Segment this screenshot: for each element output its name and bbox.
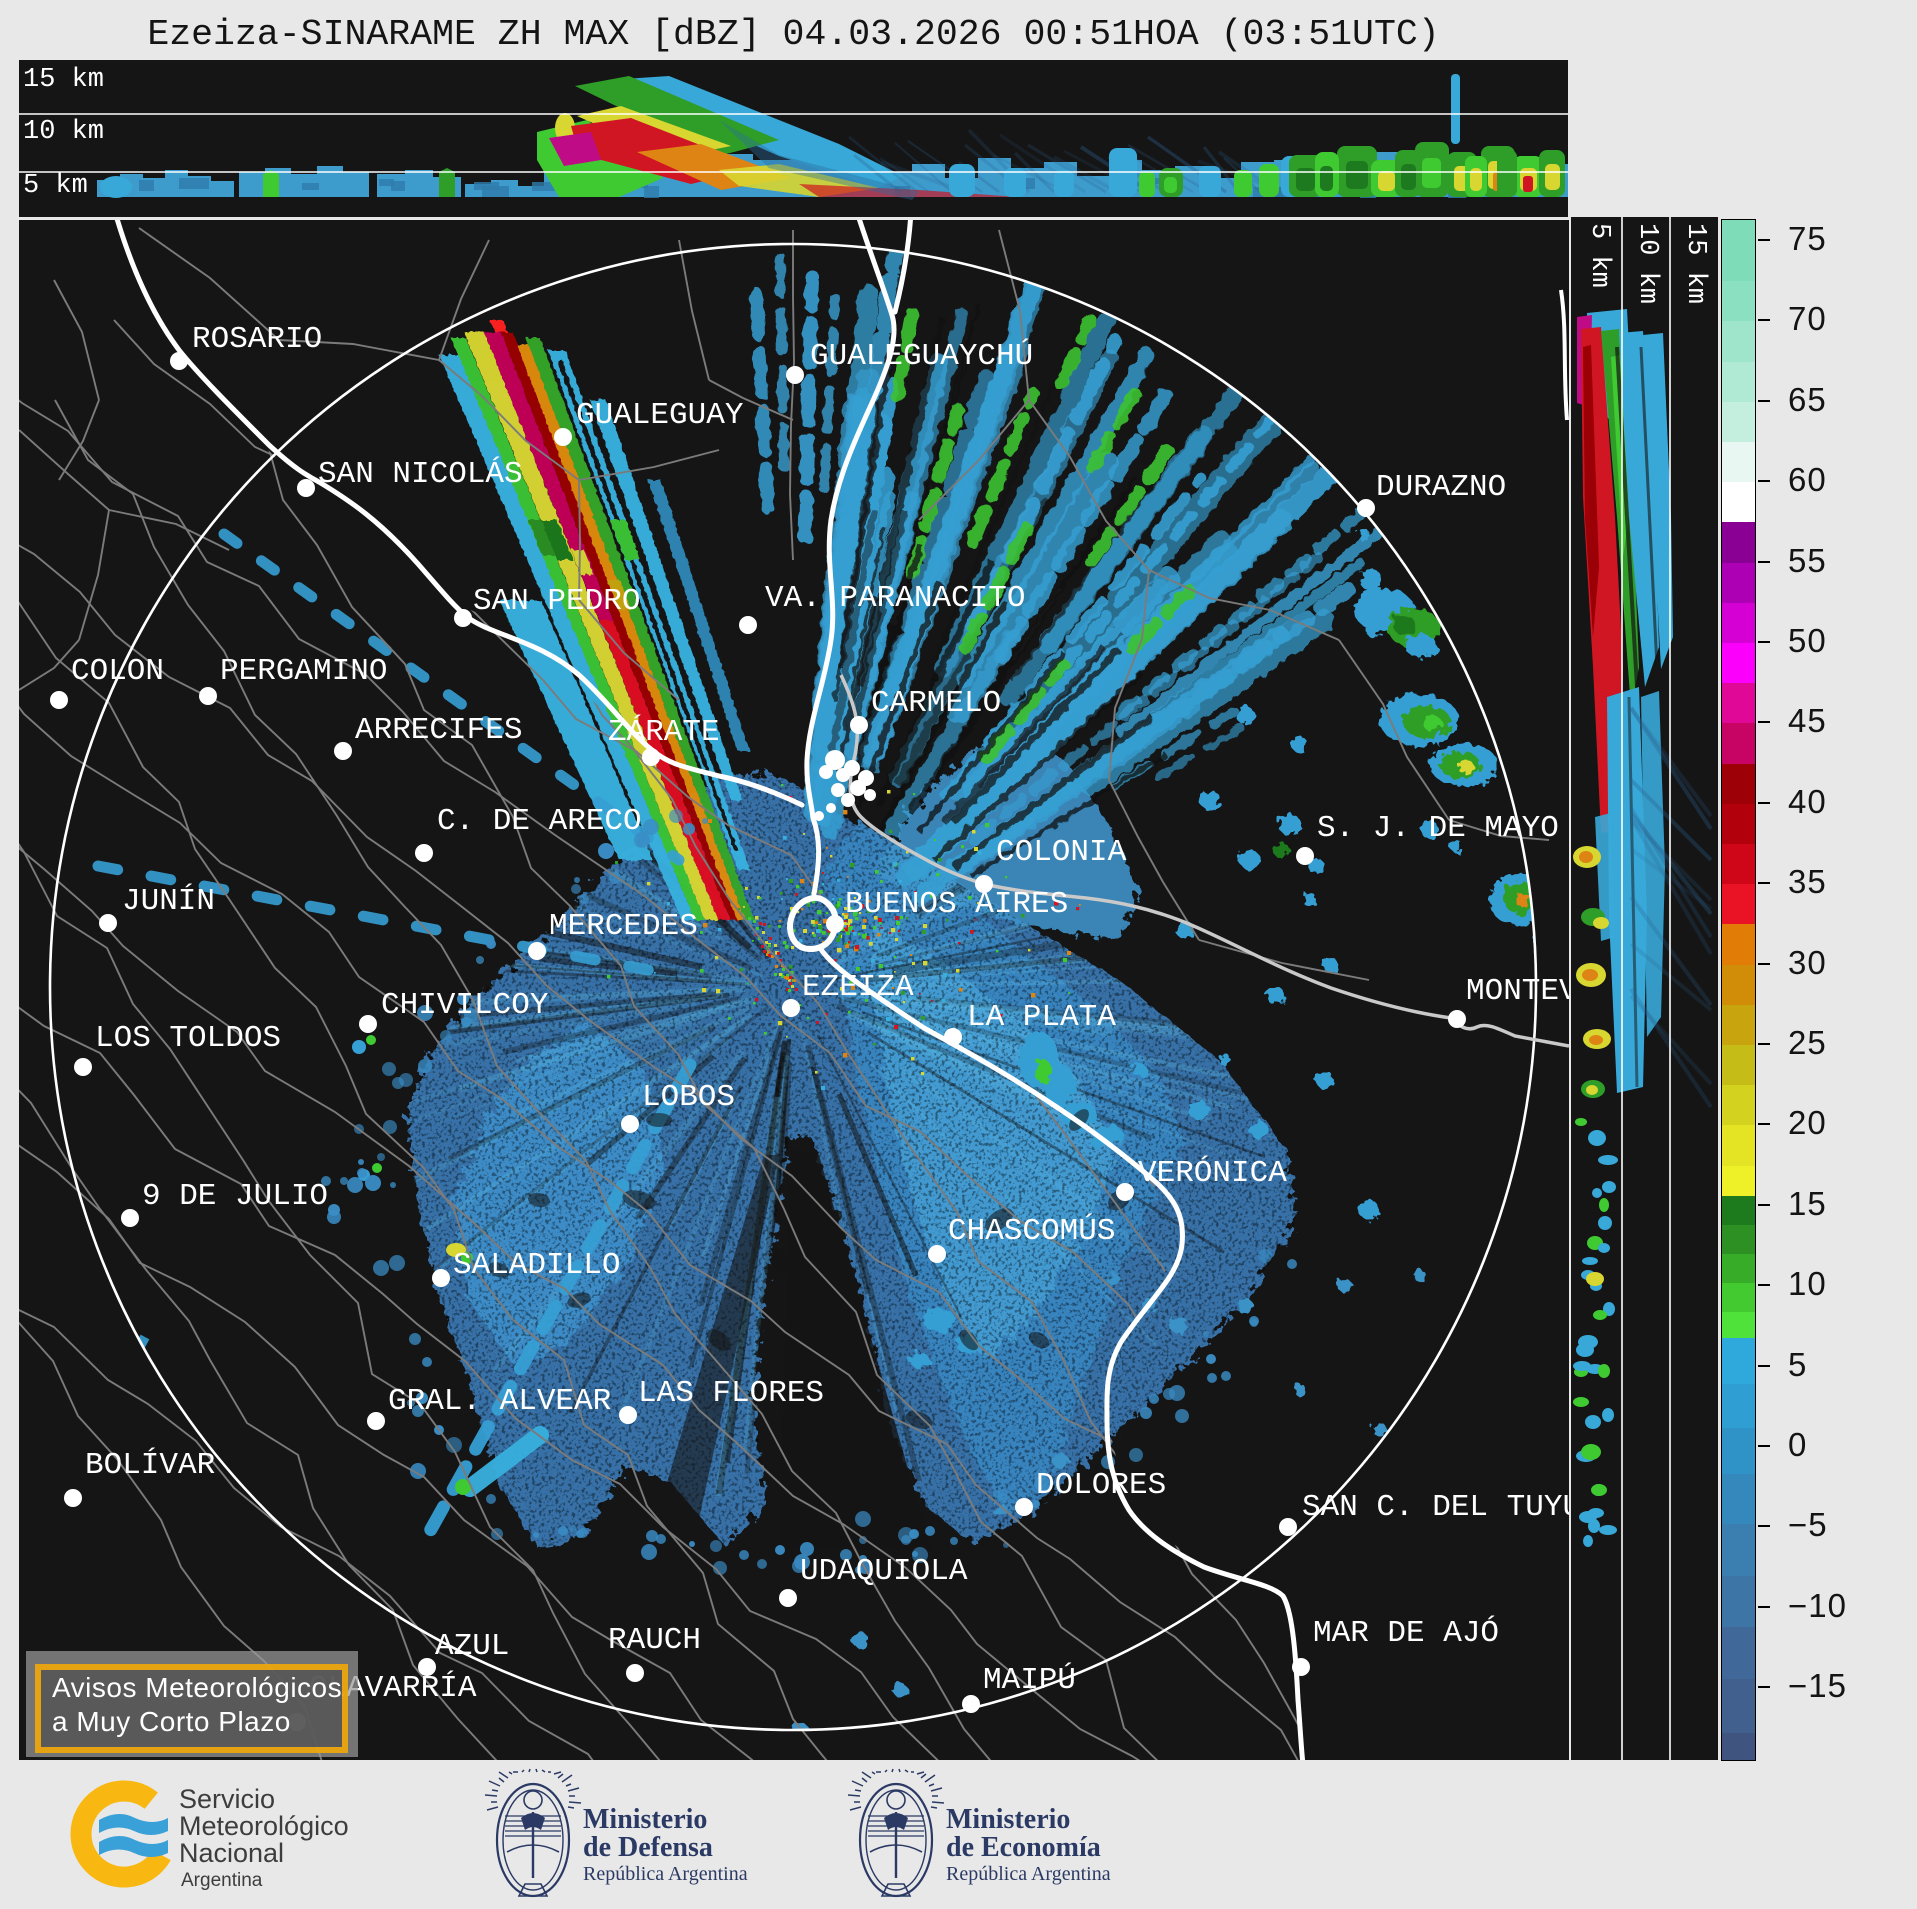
svg-text:LOBOS: LOBOS (642, 1080, 735, 1115)
svg-text:Meteorológico: Meteorológico (179, 1811, 349, 1841)
svg-text:15 km: 15 km (23, 65, 104, 95)
svg-text:VERÓNICA: VERÓNICA (1138, 1154, 1287, 1191)
svg-text:DURAZNO: DURAZNO (1376, 470, 1506, 505)
svg-text:PERGAMINO: PERGAMINO (220, 654, 387, 689)
svg-text:VA. PARANACITO: VA. PARANACITO (765, 581, 1025, 616)
svg-text:5 km: 5 km (23, 171, 88, 201)
svg-text:CHASCOMÚS: CHASCOMÚS (948, 1212, 1115, 1249)
svg-text:CHIVILCOY: CHIVILCOY (381, 988, 549, 1023)
svg-text:15 km: 15 km (1680, 223, 1710, 304)
svg-text:Nacional: Nacional (179, 1838, 284, 1868)
svg-text:Argentina: Argentina (181, 1870, 263, 1891)
svg-text:COLONIA: COLONIA (996, 835, 1127, 870)
svg-text:GUALEGUAYCHÚ: GUALEGUAYCHÚ (810, 337, 1033, 374)
svg-text:República Argentina: República Argentina (946, 1863, 1111, 1885)
svg-text:JUNÍN: JUNÍN (122, 882, 215, 919)
svg-text:SAN NICOLÁS: SAN NICOLÁS (318, 455, 523, 492)
svg-text:Ministerio: Ministerio (946, 1804, 1070, 1835)
svg-text:SALADILLO: SALADILLO (453, 1248, 620, 1283)
svg-text:República Argentina: República Argentina (583, 1863, 748, 1885)
svg-text:COLON: COLON (71, 654, 164, 689)
svg-text:a Muy Corto Plazo: a Muy Corto Plazo (52, 1706, 291, 1737)
svg-text:ZÁRATE: ZÁRATE (608, 713, 720, 750)
svg-text:RAUCH: RAUCH (608, 1623, 701, 1658)
svg-text:de Defensa: de Defensa (583, 1832, 713, 1863)
svg-text:de Economía: de Economía (946, 1832, 1101, 1863)
svg-text:MAR DE AJÓ: MAR DE AJÓ (1313, 1614, 1499, 1651)
svg-text:MAIPÚ: MAIPÚ (983, 1661, 1076, 1698)
svg-text:BOLÍVAR: BOLÍVAR (85, 1446, 215, 1483)
svg-text:Ministerio: Ministerio (583, 1804, 707, 1835)
svg-text:S. J. DE MAYO: S. J. DE MAYO (1317, 811, 1559, 846)
svg-text:C. DE ARECO: C. DE ARECO (437, 804, 642, 839)
svg-text:Avisos Meteorológicos: Avisos Meteorológicos (52, 1672, 342, 1703)
svg-text:EZEIZA: EZEIZA (802, 970, 914, 1005)
svg-text:LAS FLORES: LAS FLORES (638, 1376, 824, 1411)
svg-text:5 km: 5 km (1584, 223, 1614, 288)
svg-text:GRAL. ALVEAR: GRAL. ALVEAR (388, 1384, 611, 1419)
svg-text:MONTEVIDEO: MONTEVIDEO (1466, 974, 1569, 1009)
svg-text:SAN C. DEL TUYÚ: SAN C. DEL TUYÚ (1302, 1488, 1569, 1525)
svg-text:10 km: 10 km (23, 117, 104, 147)
svg-text:10 km: 10 km (1632, 223, 1662, 304)
svg-text:ARRECIFES: ARRECIFES (355, 713, 522, 748)
svg-text:SAN PEDRO: SAN PEDRO (473, 584, 640, 619)
svg-text:LOS TOLDOS: LOS TOLDOS (95, 1021, 281, 1056)
svg-text:ROSARIO: ROSARIO (192, 322, 322, 357)
svg-text:CARMELO: CARMELO (871, 686, 1001, 721)
svg-text:UDAQUIOLA: UDAQUIOLA (800, 1554, 968, 1589)
svg-text:AZUL: AZUL (435, 1629, 509, 1664)
svg-text:GUALEGUAY: GUALEGUAY (576, 398, 744, 433)
svg-text:LA PLATA: LA PLATA (967, 1000, 1116, 1035)
svg-text:BUENOS AIRES: BUENOS AIRES (845, 887, 1068, 922)
svg-text:Servicio: Servicio (179, 1784, 275, 1814)
svg-text:DOLORES: DOLORES (1036, 1468, 1166, 1503)
svg-text:9 DE JULIO: 9 DE JULIO (142, 1179, 328, 1214)
svg-text:MERCEDES: MERCEDES (549, 909, 698, 944)
